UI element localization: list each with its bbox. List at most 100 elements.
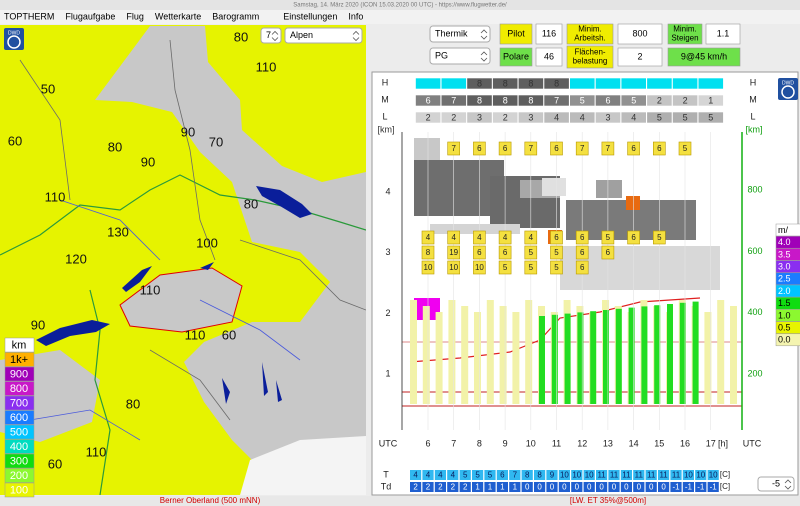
cloud-cell-text: 2 <box>426 112 431 122</box>
min-climb-label[interactable] <box>667 23 703 45</box>
polare-input[interactable] <box>535 47 563 67</box>
wing-load-input[interactable] <box>617 47 663 67</box>
cumulus-text: 7 <box>580 144 585 153</box>
cloud-cell <box>569 111 596 124</box>
cumulus-box <box>447 141 461 156</box>
td-cell <box>645 482 657 492</box>
pilot-label[interactable] <box>499 23 533 45</box>
td-cell-text: 2 <box>426 483 431 492</box>
cumulus-box <box>473 141 486 156</box>
thermal-columns <box>410 300 737 404</box>
mode-select[interactable] <box>429 25 491 43</box>
cumulus-text: 6 <box>631 233 636 242</box>
wing-load-input-text: 2 <box>637 51 642 61</box>
cumulus-box <box>498 230 512 245</box>
cumulus-text: 10 <box>475 263 484 272</box>
right-tick: 800 <box>747 184 762 194</box>
thermal-base <box>525 300 533 404</box>
hour-label: 12 <box>577 438 587 448</box>
wing-load-label-text: Flächen- <box>574 48 605 57</box>
cumulus-box <box>550 260 563 275</box>
river <box>29 199 301 441</box>
thermal-bar <box>551 314 558 404</box>
td-cell <box>620 482 632 492</box>
menu-item[interactable]: Einstellungen <box>283 11 337 21</box>
polare-label[interactable] <box>499 47 533 67</box>
thermal-bar <box>654 305 661 404</box>
cloud-cell-text: 8 <box>477 78 482 88</box>
t-cell-text: 11 <box>659 471 668 480</box>
cloud-block <box>414 138 440 160</box>
map-value-label: 60 <box>48 456 62 471</box>
thermal-bar <box>539 316 545 404</box>
hour-label: 14 <box>629 438 639 448</box>
t-cell-text: 5 <box>475 471 480 480</box>
hour-label: 7 <box>451 438 456 448</box>
side-legend-swatch <box>775 333 800 347</box>
cumulus-box <box>652 230 666 245</box>
region-select[interactable] <box>284 27 363 44</box>
region-outline <box>119 267 243 333</box>
td-cell-text: 0 <box>575 483 580 492</box>
cloud-cell <box>646 111 673 124</box>
min-work-label[interactable] <box>566 23 614 45</box>
cumulus-text: 4 <box>451 233 456 242</box>
t-cell <box>682 470 694 480</box>
map-value-label: 90 <box>141 154 155 169</box>
map-value-label: 110 <box>86 444 107 459</box>
t-cell-text: 6 <box>500 471 505 480</box>
cumulus-box <box>652 141 666 156</box>
menu-item[interactable]: Flugaufgabe <box>65 11 115 21</box>
menu-item[interactable]: Info <box>348 11 363 21</box>
map-region <box>120 268 242 332</box>
cumulus-box <box>473 260 486 275</box>
layer-label-right: M <box>749 94 757 104</box>
cumulus-box <box>524 141 538 156</box>
cumulus-box <box>473 245 486 260</box>
cloud-cell <box>697 94 724 107</box>
menu-item[interactable]: Barogramm <box>212 11 259 21</box>
legend-swatch <box>4 482 35 498</box>
cumulus-box <box>575 260 589 275</box>
cumulus-box <box>447 260 461 275</box>
right-tick: 200 <box>747 368 762 378</box>
cloud-block <box>626 196 640 210</box>
td-cell-text: 2 <box>463 483 468 492</box>
cloud-block <box>596 180 622 198</box>
hour-label: 9 <box>503 438 508 448</box>
t-cell <box>583 470 595 480</box>
min-climb-input[interactable] <box>705 23 741 45</box>
offset-select[interactable] <box>757 476 795 492</box>
menu-item[interactable]: TOPTHERM <box>4 11 54 21</box>
legend-swatch <box>4 366 35 382</box>
min-work-input[interactable] <box>617 23 663 45</box>
td-cell-text: 0 <box>637 483 642 492</box>
cumulus-text: 5 <box>529 248 534 257</box>
cloud-cell <box>466 111 493 124</box>
legend-label: 300 <box>10 455 28 467</box>
cumulus-box <box>678 141 692 156</box>
cloud-cell-text: 2 <box>503 112 508 122</box>
td-unit: [C] <box>720 482 730 491</box>
wing-load-label[interactable] <box>566 45 614 69</box>
left-tick: 4 <box>385 187 390 197</box>
menu-item[interactable]: Flug <box>126 11 144 21</box>
map-value-label: 130 <box>107 224 129 239</box>
cumulus-text: 8 <box>426 248 431 257</box>
cumulus-box <box>524 260 538 275</box>
td-cell <box>521 482 533 492</box>
legend-label: 400 <box>10 441 28 453</box>
glider-select[interactable] <box>429 47 491 65</box>
cloud-cell-text: 3 <box>605 112 610 122</box>
t-cell-text: 11 <box>672 471 681 480</box>
td-cell-text: 2 <box>413 483 418 492</box>
menu-item[interactable]: Wetterkarte <box>155 11 201 21</box>
cloud-cell <box>620 111 647 124</box>
cumulus-box <box>447 230 461 245</box>
speed-button[interactable] <box>667 47 741 67</box>
td-cell-text: -1 <box>697 483 705 492</box>
cloud-cell-text: 4 <box>554 112 559 122</box>
pilot-input[interactable] <box>535 23 563 45</box>
cumulus-text: 5 <box>554 263 559 272</box>
td-cell-text: 0 <box>550 483 555 492</box>
